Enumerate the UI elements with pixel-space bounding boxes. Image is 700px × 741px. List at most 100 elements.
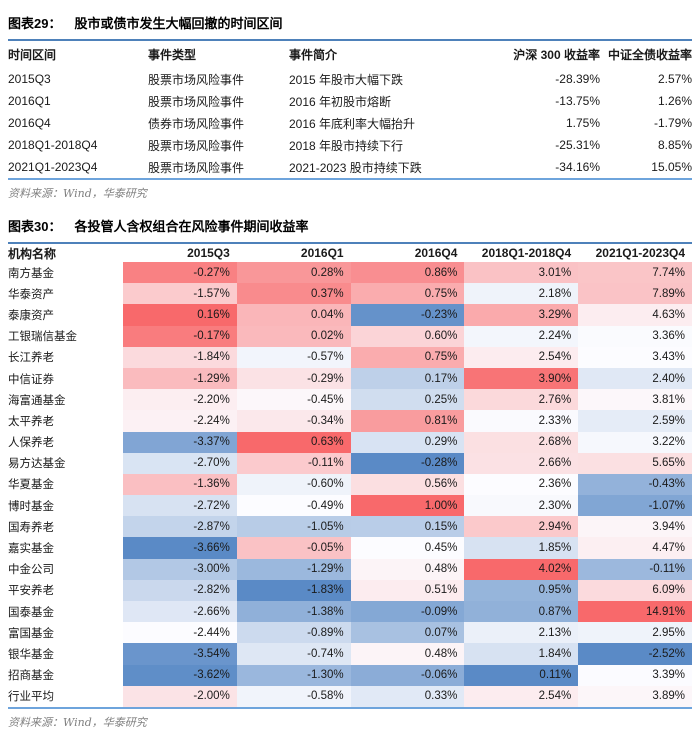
manager-name-cell: 太平养老 — [8, 410, 123, 432]
return-cell: 2.95% — [578, 622, 692, 644]
manager-name-cell: 长江养老 — [8, 346, 123, 368]
return-cell: -0.06% — [350, 664, 465, 686]
event-row: 2018Q1-2018Q4 股票市场风险事件 2018 年股市持续下行 -25.31%… — [8, 134, 692, 156]
return-cell: 3.94% — [578, 516, 692, 538]
manager-name-cell: 华夏基金 — [8, 473, 123, 496]
figure-29-title: 图表29： 股市或债市发生大幅回撤的时间区间 — [8, 13, 692, 32]
manager-row: 行业平均 -2.00% -0.58% 0.33% 2.54% 3.89% — [8, 685, 692, 707]
return-cell: -3.54% — [123, 643, 237, 665]
drawdown-events-table: 时间区间 事件类型 事件简介 沪深 300 收益率 中证全债收益率 2015Q3… — [8, 41, 692, 178]
manager-name-cell: 银华基金 — [8, 643, 123, 665]
return-cell: 2.94% — [464, 516, 579, 538]
return-cell: -0.43% — [578, 473, 692, 496]
return-cell: -0.27% — [123, 262, 237, 284]
return-cell: -1.30% — [236, 664, 351, 686]
return-cell: -0.60% — [236, 473, 351, 496]
manager-name-cell: 华泰资产 — [8, 283, 123, 305]
return-cell: 2.40% — [578, 367, 692, 390]
return-cell: 2.54% — [464, 685, 579, 707]
return-cell: -2.44% — [123, 622, 237, 644]
return-cell: 4.47% — [578, 537, 692, 559]
return-cell: -1.29% — [236, 558, 351, 580]
return-cell: 0.16% — [123, 304, 237, 326]
return-cell: 0.60% — [350, 325, 465, 347]
manager-name-cell: 富国基金 — [8, 622, 123, 644]
return-cell: 2.68% — [464, 431, 579, 453]
manager-row: 华夏基金 -1.36% -0.60% 0.56% 2.36% -0.43% — [8, 473, 692, 496]
return-cell: 0.45% — [350, 537, 465, 559]
manager-name-cell: 国泰基金 — [8, 601, 123, 623]
return-cell: 1.00% — [350, 495, 465, 517]
return-cell: 4.63% — [578, 304, 692, 326]
event-desc-cell: 2016 年底利率大幅抬升 — [289, 116, 416, 131]
return-cell: 1.84% — [464, 643, 579, 665]
return-cell: 0.29% — [350, 431, 465, 453]
return-cell: 3.22% — [578, 431, 692, 453]
return-cell: 0.11% — [464, 664, 579, 686]
col-header-period-2018: 2018Q1-2018Q4 — [481, 246, 572, 260]
return-cell: 2.66% — [464, 452, 579, 474]
return-cell: -1.83% — [236, 579, 351, 601]
figure-29-title-rule — [8, 39, 692, 41]
return-cell: -0.05% — [236, 537, 351, 559]
manager-row: 中信证券 -1.29% -0.29% 0.17% 3.90% 2.40% — [8, 367, 692, 390]
event-type-cell: 股票市场风险事件 — [148, 94, 245, 109]
return-cell: -0.45% — [236, 389, 351, 411]
col-header-period-2016q1: 2016Q1 — [300, 246, 344, 260]
event-row: 2021Q1-2023Q4 股票市场风险事件 2021-2023 股市持续下跌 -34… — [8, 156, 692, 178]
return-cell: -0.17% — [123, 325, 237, 347]
return-cell: 0.87% — [464, 601, 579, 623]
table-header-row: 时间区间 事件类型 事件简介 沪深 300 收益率 中证全债收益率 — [8, 41, 692, 68]
return-cell: 0.04% — [236, 304, 351, 326]
manager-name-cell: 中信证券 — [8, 367, 123, 390]
return-cell: -0.89% — [236, 622, 351, 644]
col-header-period-2021-2023: 2021Q1-2023Q4 — [595, 246, 685, 260]
return-cell: 0.86% — [350, 262, 465, 284]
return-cell: -0.57% — [236, 346, 351, 368]
col-header-event-type: 事件类型 — [148, 48, 197, 62]
bond-return-cell: 8.85% — [657, 138, 692, 152]
hs300-return-cell: -34.16% — [555, 160, 600, 174]
col-header-period-2016q4: 2016Q4 — [414, 246, 458, 260]
return-cell: -0.11% — [236, 452, 351, 474]
col-header-bond-return: 中证全债收益率 — [607, 48, 692, 62]
return-cell: 7.89% — [578, 283, 692, 305]
return-cell: -1.36% — [123, 473, 237, 496]
hs300-return-cell: -25.31% — [555, 138, 600, 152]
return-cell: 3.90% — [464, 367, 579, 390]
return-cell: -1.57% — [123, 283, 237, 305]
return-cell: 3.29% — [464, 304, 579, 326]
manager-name-cell: 行业平均 — [8, 685, 123, 707]
table-header-row: 机构名称 2015Q3 2016Q1 2016Q4 2018Q1-2018Q4 … — [8, 244, 692, 262]
return-cell: -3.62% — [123, 664, 237, 686]
event-type-cell: 股票市场风险事件 — [148, 72, 245, 87]
manager-row: 易方达基金 -2.70% -0.11% -0.28% 2.66% 5.65% — [8, 452, 692, 474]
return-cell: -2.00% — [123, 685, 237, 707]
return-cell: -1.29% — [123, 367, 237, 390]
return-cell: 0.75% — [350, 346, 465, 368]
bond-return-cell: 2.57% — [657, 72, 692, 86]
return-cell: 0.48% — [350, 643, 465, 665]
hs300-return-cell: -28.39% — [555, 72, 600, 86]
manager-name-cell: 国寿养老 — [8, 516, 123, 538]
manager-row: 华泰资产 -1.57% 0.37% 0.75% 2.18% 7.89% — [8, 283, 692, 305]
return-cell: -3.66% — [123, 537, 237, 559]
return-cell: -3.00% — [123, 558, 237, 580]
return-cell: 2.36% — [464, 473, 579, 496]
return-cell: -1.38% — [236, 601, 351, 623]
return-cell: 0.51% — [350, 579, 465, 601]
event-row: 2016Q4 债券市场风险事件 2016 年底利率大幅抬升 1.75% -1.79% — [8, 112, 692, 134]
col-header-event-desc: 事件简介 — [289, 48, 338, 62]
return-cell: 2.33% — [464, 410, 579, 432]
manager-row: 富国基金 -2.44% -0.89% 0.07% 2.13% 2.95% — [8, 622, 692, 644]
return-cell: 0.48% — [350, 558, 465, 580]
return-cell: 0.81% — [350, 410, 465, 432]
manager-row: 中金公司 -3.00% -1.29% 0.48% 4.02% -0.11% — [8, 558, 692, 580]
time-range-cell: 2018Q1-2018Q4 — [8, 138, 98, 152]
return-cell: 0.95% — [464, 579, 579, 601]
return-cell: 2.18% — [464, 283, 579, 305]
return-cell: 2.54% — [464, 346, 579, 368]
return-cell: -0.34% — [236, 410, 351, 432]
manager-name-cell: 人保养老 — [8, 431, 123, 453]
return-cell: -3.37% — [123, 431, 237, 453]
